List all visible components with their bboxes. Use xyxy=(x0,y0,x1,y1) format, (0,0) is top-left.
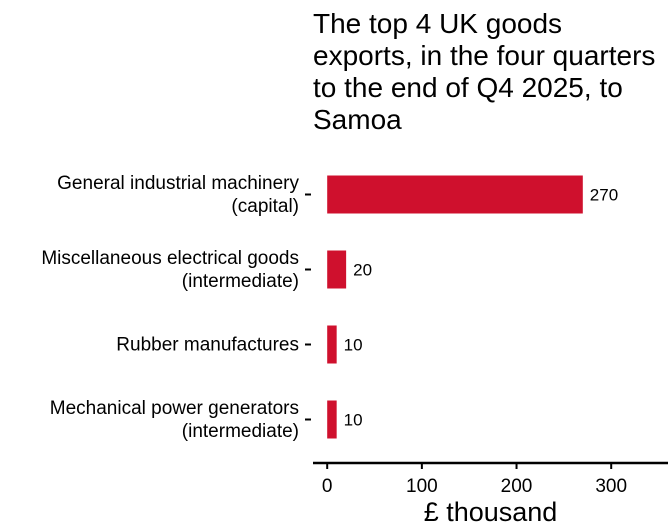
bar xyxy=(327,400,337,439)
chart-title: The top 4 UK goods exports, in the four … xyxy=(313,8,656,135)
data-label: 10 xyxy=(344,336,363,355)
x-tick-label: 100 xyxy=(406,476,438,497)
data-label: 270 xyxy=(590,186,618,205)
category-label: General industrial machinery (capital) xyxy=(57,173,299,217)
data-label: 10 xyxy=(344,411,363,430)
category-label: Mechanical power generators (intermediate… xyxy=(50,398,299,442)
x-tick-label: 300 xyxy=(595,476,627,497)
data-label: 20 xyxy=(353,261,372,280)
category-label: Miscellaneous electrical goods (intermedi… xyxy=(41,248,299,292)
bar xyxy=(327,325,337,364)
x-axis-title: £ thousand xyxy=(424,497,558,527)
bar xyxy=(327,175,583,214)
x-tick-label: 200 xyxy=(501,476,533,497)
bar xyxy=(327,250,347,289)
category-label: Rubber manufactures xyxy=(116,335,299,356)
x-tick-label: 0 xyxy=(322,476,333,497)
